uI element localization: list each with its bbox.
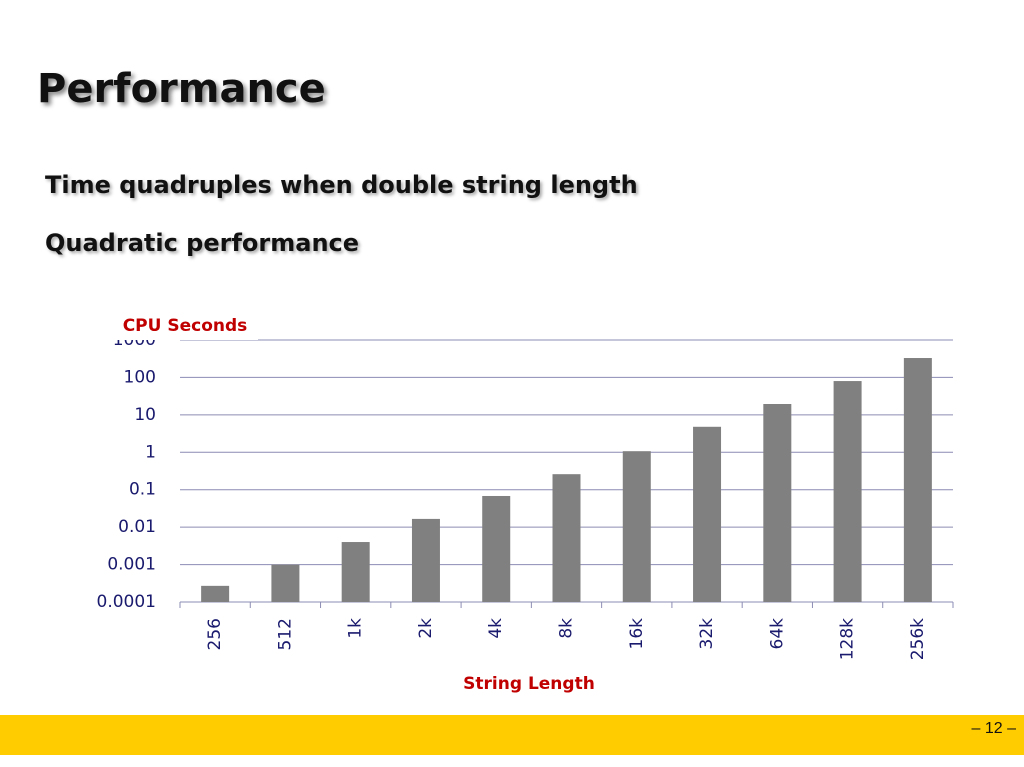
x-axis-title: String Length	[463, 674, 595, 694]
page-number: – 12 –	[971, 720, 1016, 737]
bar	[201, 585, 230, 602]
slide-title: Performance	[37, 66, 326, 112]
bullet: Quadratic performance	[45, 229, 360, 257]
x-tick-label: 64k	[767, 618, 787, 650]
bar	[763, 404, 792, 602]
x-tick-label: 256k	[908, 618, 928, 660]
y-tick-label: 100	[124, 367, 156, 387]
y-tick-label: 1	[145, 442, 156, 462]
x-tick-label: 256	[205, 618, 225, 650]
bar	[833, 381, 862, 602]
bar	[622, 451, 651, 602]
bar	[552, 474, 581, 602]
bar	[341, 542, 370, 602]
bar	[411, 518, 440, 602]
bar	[482, 495, 511, 602]
y-tick-label: 0.001	[107, 555, 156, 575]
x-tick-label: 32k	[697, 618, 717, 650]
bar	[903, 358, 932, 602]
x-tick-label: 8k	[557, 618, 577, 639]
y-tick-label: 0.0001	[97, 592, 156, 612]
y-tick-label: 0.01	[118, 517, 156, 537]
y-axis-title: CPU Seconds	[123, 316, 248, 336]
x-tick-label: 128k	[838, 618, 858, 660]
y-tick-label: 0.1	[129, 480, 156, 500]
x-tick-label: 4k	[486, 618, 506, 639]
footer-band: – 12 –	[0, 715, 1024, 755]
bar	[271, 564, 300, 602]
x-tick-label: 16k	[627, 618, 647, 650]
x-tick-label: 2k	[416, 618, 436, 639]
y-tick-label: 10	[134, 405, 156, 425]
bullet: Time quadruples when double string lengt…	[45, 171, 638, 199]
bar	[693, 426, 722, 602]
x-tick-label: 1k	[346, 618, 366, 639]
y-label-bg	[112, 312, 258, 340]
x-tick-label: 512	[275, 618, 295, 650]
